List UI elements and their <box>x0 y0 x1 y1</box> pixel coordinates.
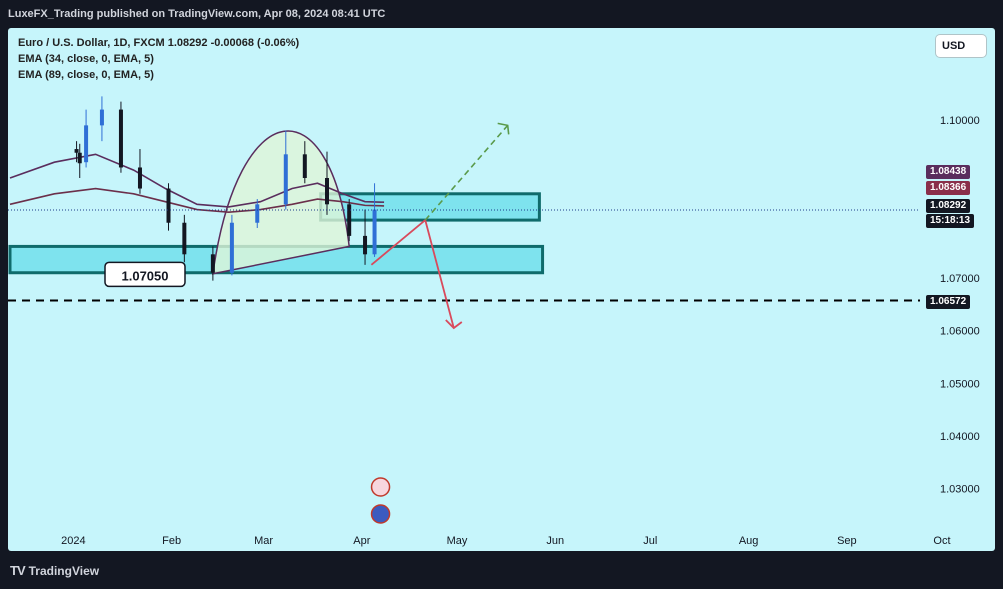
axis-layer: 1.10000 1.07000 1.06000 1.05000 1.04000 1.030… <box>61 115 980 547</box>
price-tag-target: 1.06572 <box>926 295 971 309</box>
x-tick-label: Feb <box>162 535 181 547</box>
candle <box>372 183 377 257</box>
bullish-arrow <box>424 124 509 221</box>
x-tick-label: Oct <box>933 535 950 547</box>
arrows-layer <box>370 122 510 524</box>
bearish-arrow-head <box>445 319 463 330</box>
y-tick-label: 1.07000 <box>940 273 980 285</box>
bullish-arrow-head <box>497 122 510 135</box>
legend-symbol: Euro / U.S. Dollar, 1D, FXCM 1.08292 -0.… <box>18 37 300 49</box>
candle-body <box>137 167 142 189</box>
candle-body <box>302 154 307 178</box>
price-tag-countdown: 15:18:13 <box>926 214 975 228</box>
publish-header: LuxeFX_Trading published on TradingView.… <box>8 8 386 20</box>
candle-body <box>99 109 104 126</box>
y-tick-label: 1.05000 <box>940 378 980 390</box>
candles-layer <box>74 96 377 281</box>
y-tick-label: 1.10000 <box>940 115 980 127</box>
candle <box>347 199 352 242</box>
event-flag-icon <box>370 504 391 524</box>
support-label-box <box>104 261 186 288</box>
candle-body <box>347 204 352 236</box>
x-tick-label: Mar <box>254 535 273 547</box>
x-tick-label: Aug <box>739 535 759 547</box>
candle <box>302 141 307 184</box>
price-tag-ema-slow: 1.08366 <box>926 181 971 195</box>
candle-body <box>118 109 123 168</box>
levels-layer: 1.07050 <box>8 209 920 302</box>
footer-brand[interactable]: TV TradingView <box>10 563 99 578</box>
candle <box>229 214 234 276</box>
x-tick-label: May <box>447 535 468 547</box>
y-tick-label: 1.03000 <box>940 484 980 496</box>
candle-body <box>255 204 260 223</box>
y-tick-label: 1.04000 <box>940 431 980 443</box>
x-tick-label: Jun <box>546 535 564 547</box>
candle-body <box>182 222 187 255</box>
candle <box>84 109 89 168</box>
candle-body <box>166 188 171 223</box>
ema-34-line <box>9 153 385 208</box>
x-tick-label: Sep <box>837 535 857 547</box>
candle-body <box>77 152 82 164</box>
candle-body <box>372 209 377 255</box>
candle-body <box>363 235 368 255</box>
candle <box>118 101 123 173</box>
price-tag-ema-fast: 1.08438 <box>926 165 971 179</box>
candle <box>166 183 171 231</box>
candle <box>363 209 368 265</box>
chart-legend: Euro / U.S. Dollar, 1D, FXCM 1.08292 -0.… <box>18 35 299 83</box>
price-chart[interactable]: 1.07050 1.10000 1.07000 1.06000 1.05000 1.04… <box>8 28 995 551</box>
tradingview-logo-icon: TV <box>10 563 26 578</box>
price-tag-last: 1.08292 <box>926 199 971 213</box>
candle-body <box>74 149 79 153</box>
candle <box>77 143 82 178</box>
x-tick-label: 2024 <box>61 535 85 547</box>
candle <box>99 96 104 142</box>
y-tick-label: 1.06000 <box>940 326 980 338</box>
candle <box>210 246 215 281</box>
x-tick-label: Jul <box>643 535 657 547</box>
event-marker-icon <box>370 477 391 497</box>
candle <box>255 199 260 228</box>
x-tick-label: Apr <box>353 535 370 547</box>
chart-frame[interactable]: 1.07050 1.10000 1.07000 1.06000 1.05000 1.04… <box>8 28 995 551</box>
candle-body <box>210 254 215 273</box>
candle-body <box>84 125 89 163</box>
support-label: 1.07050 <box>122 268 169 283</box>
candle <box>137 149 142 194</box>
ema-layer <box>9 153 385 214</box>
currency-button[interactable]: USD <box>936 35 986 57</box>
candle <box>283 130 288 210</box>
ema-89-line <box>9 187 385 214</box>
candle-body <box>325 178 329 205</box>
candle <box>182 214 187 263</box>
candle <box>74 141 79 163</box>
candle <box>325 151 329 215</box>
footer-brand-name: TradingView <box>28 563 100 578</box>
legend-ema-89: EMA (89, close, 0, EMA, 5) <box>18 69 154 81</box>
candle-body <box>283 154 288 205</box>
legend-ema-34: EMA (34, close, 0, EMA, 5) <box>18 53 154 65</box>
candle-body <box>229 222 234 273</box>
